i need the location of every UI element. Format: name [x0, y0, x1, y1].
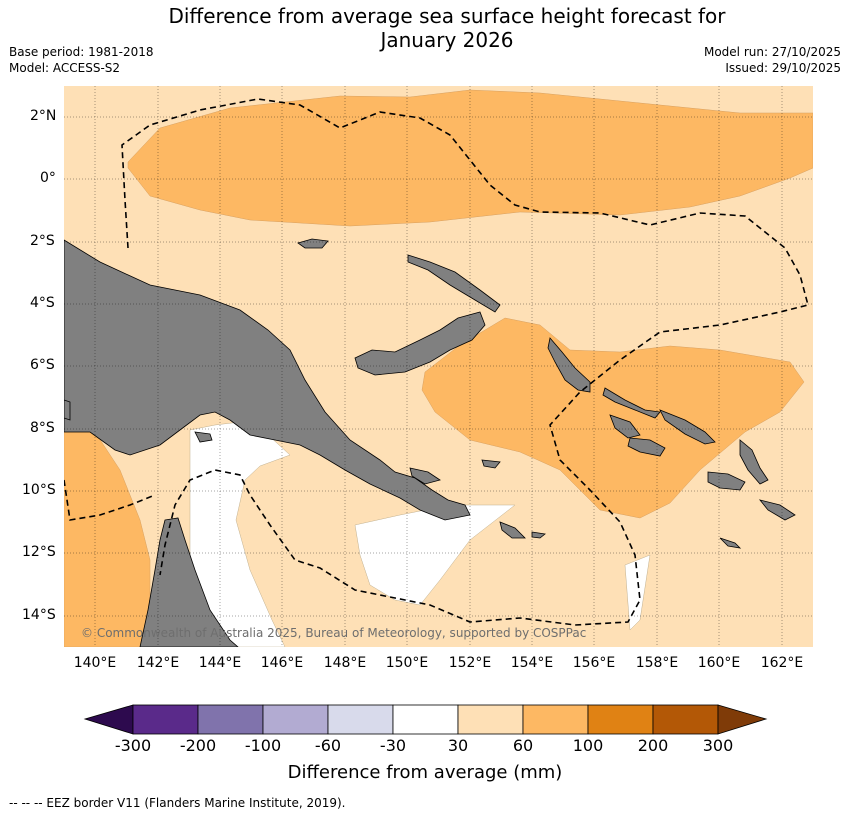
colorbar-seg-200-300: [652, 704, 719, 735]
colorbar-tick-n200: -200: [179, 736, 217, 755]
land-bougainville: [547, 337, 591, 393]
lon-label-162e: 162°E: [760, 655, 804, 671]
land-nw-coast-fragment: [64, 399, 71, 421]
model-run: Model run: 27/10/2025: [703, 45, 841, 59]
land-solomons-malaita: [739, 439, 769, 485]
land-solomons-new-georgia: [609, 414, 641, 439]
base-period: Base period: 1981-2018: [9, 45, 154, 59]
colorbar-seg-n300-n200: [132, 704, 199, 735]
anomaly-60-100-north: [127, 89, 813, 227]
anomaly-neutral-east: [624, 554, 651, 631]
lon-label-146e: 146°E: [260, 655, 304, 671]
chart-title: Difference from average sea surface heig…: [0, 4, 850, 52]
lat-label-10s: 10°S: [22, 482, 56, 498]
land-cape-york: [139, 517, 239, 647]
lon-label-140e: 140°E: [73, 655, 117, 671]
map-area: [64, 86, 813, 647]
land-manus: [297, 238, 329, 249]
title-line-2: January 2026: [380, 28, 514, 52]
colorbar-seg-n200-n100: [197, 704, 264, 735]
colorbar-seg-n30-30: [392, 704, 459, 735]
lon-label-154e: 154°E: [510, 655, 554, 671]
lon-label-158e: 158°E: [635, 655, 679, 671]
colorbar-tick-200: 200: [637, 736, 669, 755]
eez-footnote: -- -- -- EEZ border V11 (Flanders Marine…: [9, 796, 346, 810]
land-solomons-guadalcanal: [627, 437, 666, 457]
lon-label-150e: 150°E: [385, 655, 429, 671]
land-new-britain: [354, 311, 486, 376]
lon-label-156e: 156°E: [572, 655, 616, 671]
meta-left: Base period: 1981-2018 Model: ACCESS-S2: [9, 44, 154, 76]
lat-label-14s: 14°S: [22, 607, 56, 623]
lon-label-160e: 160°E: [697, 655, 741, 671]
lat-label-4s: 4°S: [30, 295, 55, 311]
land-new-guinea: [64, 239, 471, 521]
colorbar-tick-n100: -100: [244, 736, 282, 755]
eez-border-north: [121, 98, 809, 626]
graticule: [64, 86, 813, 647]
lon-label-144e: 144°E: [198, 655, 242, 671]
eez-borders: [64, 98, 809, 626]
colorbar-tick-100: 100: [572, 736, 604, 755]
meta-right: Model run: 27/10/2025 Issued: 29/10/2025: [704, 44, 841, 76]
copyright-notice: © Commonwealth of Australia 2025, Bureau…: [81, 626, 587, 640]
land-woodlark: [531, 531, 546, 539]
colorbar-above-max: [717, 704, 768, 735]
colorbar-seg-60-100: [522, 704, 589, 735]
colorbar-tick-n30: -30: [379, 736, 407, 755]
colorbar-tick-300: 300: [702, 736, 734, 755]
land-torres-islands: [194, 431, 213, 443]
land-new-ireland: [407, 254, 501, 313]
land-dentrecasteaux: [409, 467, 441, 485]
lat-label-8s: 8°S: [30, 420, 55, 436]
lat-label-6s: 6°S: [30, 357, 55, 373]
colorbar-seg-100-200: [587, 704, 654, 735]
land-rennell: [719, 537, 742, 549]
lon-label-142e: 142°E: [136, 655, 180, 671]
land-vanuatu-north: [758, 499, 796, 521]
land-trobriand: [481, 459, 501, 469]
lat-label-2s: 2°S: [30, 233, 55, 249]
lon-label-152e: 152°E: [448, 655, 492, 671]
colorbar-below-min: [83, 704, 134, 735]
issued-date: Issued: 29/10/2025: [725, 61, 841, 75]
colorbar-tick-n60: -60: [314, 736, 342, 755]
colorbar-title: Difference from average (mm): [287, 762, 563, 783]
colorbar-seg-30-60: [457, 704, 524, 735]
colorbar-seg-n100-n60: [262, 704, 329, 735]
eez-border-west: [64, 479, 156, 521]
land-solomons-choiseul: [602, 387, 661, 419]
colorbar-tick-n300: -300: [114, 736, 152, 755]
land-louisiade: [499, 521, 526, 539]
lat-label-0: 0°: [40, 170, 56, 186]
land-solomons-makira: [707, 471, 746, 491]
land-solomons-santa-isabel: [659, 409, 716, 445]
colorbar-tick-60: 60: [512, 736, 534, 755]
colorbar-tick-30: 30: [447, 736, 469, 755]
title-line-1: Difference from average sea surface heig…: [168, 4, 726, 28]
colorbar: [83, 704, 768, 735]
model-name: Model: ACCESS-S2: [9, 61, 121, 75]
lon-label-148e: 148°E: [323, 655, 367, 671]
lat-label-12s: 12°S: [22, 544, 56, 560]
colorbar-seg-n60-n30: [327, 704, 394, 735]
lat-label-2n: 2°N: [30, 108, 57, 124]
